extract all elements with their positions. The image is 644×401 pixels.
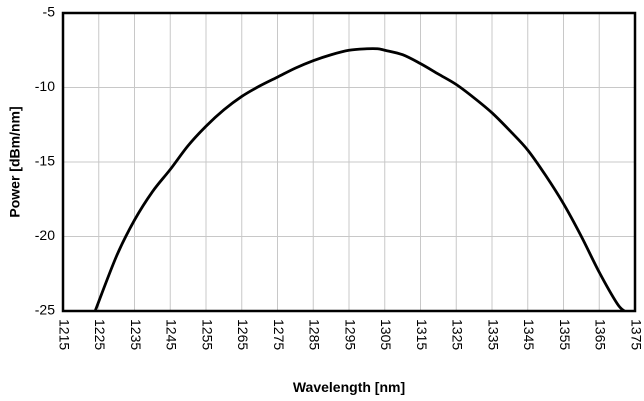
x-tick-label: 1315 <box>414 319 430 350</box>
x-tick-label: 1355 <box>557 319 573 350</box>
y-tick-labels: -5 -10 -15 -20 -25 <box>35 4 55 318</box>
grid <box>62 12 636 312</box>
x-tick-label: 1335 <box>485 319 501 350</box>
y-tick-label: -20 <box>35 227 55 243</box>
x-tick-label: 1345 <box>521 319 537 350</box>
x-tick-label: 1275 <box>271 319 287 350</box>
x-tick-label: 1325 <box>450 319 466 350</box>
x-tick-label: 1375 <box>628 319 644 350</box>
x-tick-label: 1255 <box>199 319 215 350</box>
x-tick-label: 1235 <box>128 319 144 350</box>
x-tick-label: 1265 <box>235 319 251 350</box>
x-tick-label: 1295 <box>342 319 358 350</box>
x-tick-labels: 1215 1225 1235 1245 1255 1265 1275 1285 1295 1305… <box>56 319 644 350</box>
y-tick-label: -25 <box>35 302 55 318</box>
x-tick-label: 1285 <box>307 319 323 350</box>
x-tick-label: 1305 <box>378 319 394 350</box>
y-axis-title: Power [dBm/nm] <box>7 106 23 217</box>
x-tick-label: 1365 <box>593 319 609 350</box>
x-axis-title: Wavelength [nm] <box>293 379 405 395</box>
x-tick-label: 1215 <box>56 319 72 350</box>
series-line-0 <box>93 47 626 313</box>
series <box>93 47 626 313</box>
y-tick-label: -15 <box>35 153 55 169</box>
plot-frame <box>61 11 637 313</box>
y-tick-label: -10 <box>35 78 55 94</box>
y-tick-label: -5 <box>43 4 56 20</box>
x-tick-label: 1245 <box>164 319 180 350</box>
x-tick-label: 1225 <box>92 319 108 350</box>
